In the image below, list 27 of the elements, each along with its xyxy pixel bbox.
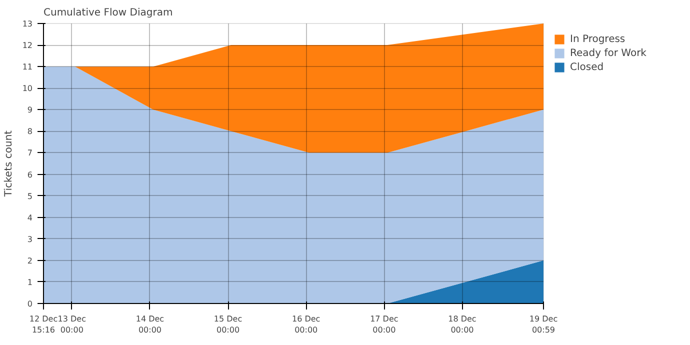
legend-label: In Progress — [570, 34, 626, 44]
y-tick-label: 10 — [22, 84, 33, 94]
x-tick-label: 16 Dec 00:00 — [292, 314, 320, 334]
y-tick-label: 0 — [27, 300, 33, 308]
y-tick-label: 6 — [27, 170, 33, 180]
legend-label: Ready for Work — [570, 48, 646, 58]
y-tick-label: 5 — [27, 192, 33, 201]
x-tick-label: 13 Dec 00:00 — [58, 314, 86, 334]
chart-title: Cumulative Flow Diagram — [44, 8, 173, 18]
x-tick-label: 12 Dec 15:16 — [29, 314, 58, 334]
y-tick-label: 1 — [27, 278, 33, 287]
y-tick-label: 12 — [22, 41, 33, 50]
y-tick-label: 3 — [27, 234, 33, 244]
legend-label: Closed — [570, 62, 604, 72]
y-axis-title: Tickets count — [3, 130, 14, 198]
x-tick-label: 14 Dec 00:00 — [136, 314, 164, 334]
y-tick-label: 7 — [27, 148, 33, 158]
x-tick-label: 19 Dec 00:59 — [529, 314, 558, 334]
y-tick-label: 2 — [27, 256, 33, 266]
x-tick-label: 17 Dec 00:00 — [370, 314, 398, 334]
x-tick-label: 18 Dec 00:00 — [448, 314, 476, 334]
y-tick-label: 8 — [27, 127, 33, 136]
y-tick-label: 4 — [27, 213, 33, 222]
y-tick-label: 11 — [22, 62, 33, 72]
x-tick-label: 15 Dec 00:00 — [214, 314, 242, 334]
y-tick-label: 9 — [27, 106, 33, 115]
y-tick-label: 13 — [22, 20, 33, 28]
